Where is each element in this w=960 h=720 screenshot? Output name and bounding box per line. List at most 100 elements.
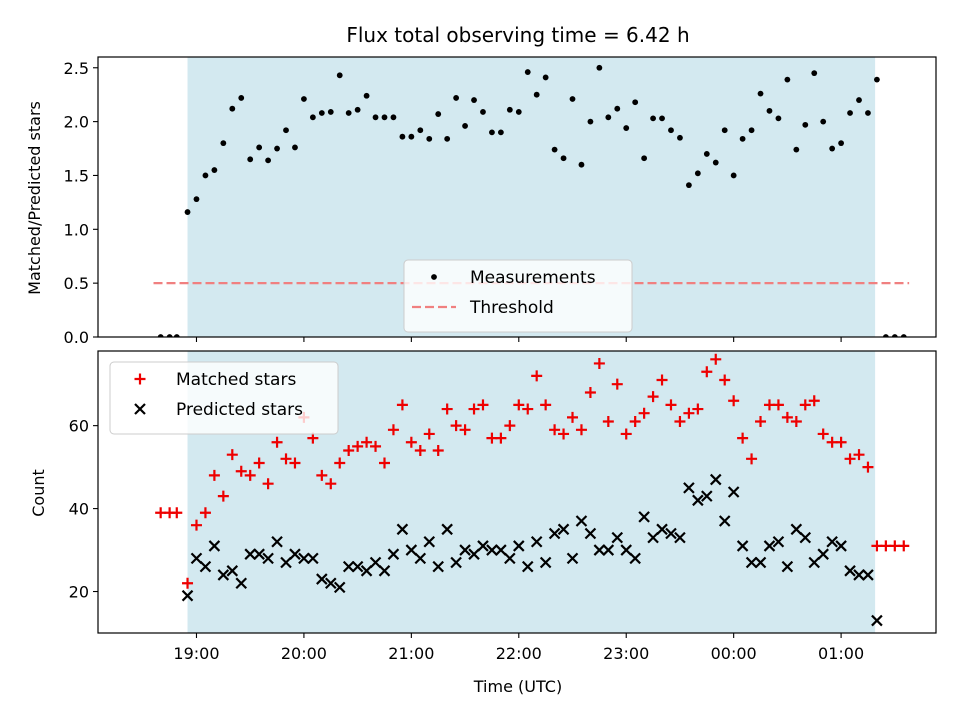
bottom-y-axis-title: Count [29, 469, 48, 517]
predicted-stars-point [521, 560, 534, 573]
matched-stars-point [817, 428, 829, 440]
measurements-point [515, 109, 522, 115]
predicted-stars-point [548, 527, 561, 540]
legend-box [109, 361, 339, 435]
measurements-point [363, 92, 370, 99]
matched-stars-point [790, 416, 802, 427]
measurements-point [256, 144, 263, 151]
measurements-point [220, 140, 227, 147]
predicted-stars-point [513, 540, 525, 552]
measurements-point [829, 145, 836, 152]
chart-title: Flux total observing time = 6.42 h [346, 23, 689, 47]
matched-stars-point [361, 436, 373, 448]
matched-stars-point [665, 399, 677, 411]
measurements-point [336, 72, 343, 79]
predicted-stars-point [351, 560, 364, 573]
measurements-point [247, 156, 254, 163]
y-tick-label: 0.0 [64, 328, 89, 347]
predicted-stars-point [325, 577, 337, 590]
predicted-stars-point [199, 560, 212, 573]
measurements-point [372, 114, 379, 121]
predicted-stars-point [781, 560, 794, 573]
measurements-point [444, 135, 451, 142]
measurements-point [381, 114, 388, 121]
matched-stars-point [549, 424, 561, 436]
measurements-point [274, 145, 280, 152]
predicted-stars-point [342, 560, 355, 573]
measurements-point [193, 196, 200, 203]
predicted-stars-point [727, 486, 740, 498]
matched-stars-point [468, 403, 480, 415]
predicted-stars-point [271, 535, 283, 548]
measurements-point [471, 97, 477, 103]
predicted-stars-point [709, 473, 722, 486]
y-tick-label: 2.0 [64, 113, 89, 132]
matched-stars-point [235, 465, 247, 477]
measurements-point [184, 209, 191, 215]
measurements-point [560, 155, 567, 162]
predicted-stars-point [181, 589, 194, 602]
measurements-point [283, 127, 289, 134]
measurements-point [462, 123, 468, 129]
matched-stars-point [710, 353, 722, 365]
measurements-point [345, 110, 352, 116]
matched-stars-point [575, 424, 587, 436]
predicted-stars-point [468, 548, 480, 560]
matched-stars-point [701, 366, 713, 378]
bottom-panel: 20 40 60 19:00 20:00 21:00 22:00 23:00 00:00 01:0… [69, 350, 937, 663]
measurements-point [685, 182, 692, 189]
predicted-stars-point [190, 552, 203, 565]
measurements-point [453, 95, 460, 101]
matched-stars-point [674, 416, 686, 427]
measurements-point [856, 97, 862, 103]
matched-stars-point [378, 457, 390, 469]
measurements-point [166, 334, 173, 337]
predicted-stars-point [772, 535, 785, 548]
x-tick-label: 00:00 [711, 644, 757, 663]
measurements-point [238, 95, 245, 101]
measurements-point [318, 110, 325, 116]
legend-label: Matched stars [176, 370, 296, 390]
measurements-point [721, 127, 728, 134]
matched-stars-point [190, 519, 202, 531]
measurements-point [766, 107, 773, 114]
predicted-stars-point [486, 544, 498, 556]
matched-stars-point [504, 420, 516, 432]
matched-stars-point [199, 507, 211, 519]
matched-stars-point [799, 399, 811, 411]
measurements-point [390, 114, 397, 121]
predicted-stars-point [360, 565, 373, 577]
measurements-point [578, 161, 585, 168]
matched-stars-point [611, 378, 623, 390]
matched-stars-point [898, 540, 910, 552]
predicted-stars-point [217, 569, 230, 581]
predicted-stars-point [244, 548, 256, 560]
predicted-stars-point [378, 565, 391, 577]
matched-stars-point [755, 416, 767, 427]
measurements-point [435, 111, 442, 117]
predicted-stars-point [253, 548, 265, 560]
measurements-point [211, 167, 218, 173]
predicted-stars-point [441, 523, 453, 536]
measurements-point [426, 135, 433, 142]
predicted-stars-point [701, 490, 713, 502]
predicted-stars-point [566, 552, 579, 565]
y-tick-label: 0.5 [64, 274, 89, 293]
matched-stars-point [853, 449, 865, 461]
measurements-point [820, 118, 827, 125]
matched-stars-point [450, 420, 462, 432]
predicted-stars-point [450, 556, 462, 569]
predicted-stars-point [432, 560, 444, 573]
measurements-point [157, 334, 164, 337]
measurements-point [632, 99, 639, 106]
predicted-stars-point [459, 544, 471, 556]
legend-box [403, 259, 633, 333]
predicted-stars-point [674, 531, 686, 544]
measurements-point [668, 127, 674, 134]
predicted-stars-point [835, 540, 847, 552]
predicted-stars-point [656, 523, 668, 536]
matched-stars-point [558, 428, 570, 440]
measurements-point [569, 96, 576, 102]
measurements-point [408, 133, 415, 140]
predicted-stars-point [539, 556, 552, 569]
